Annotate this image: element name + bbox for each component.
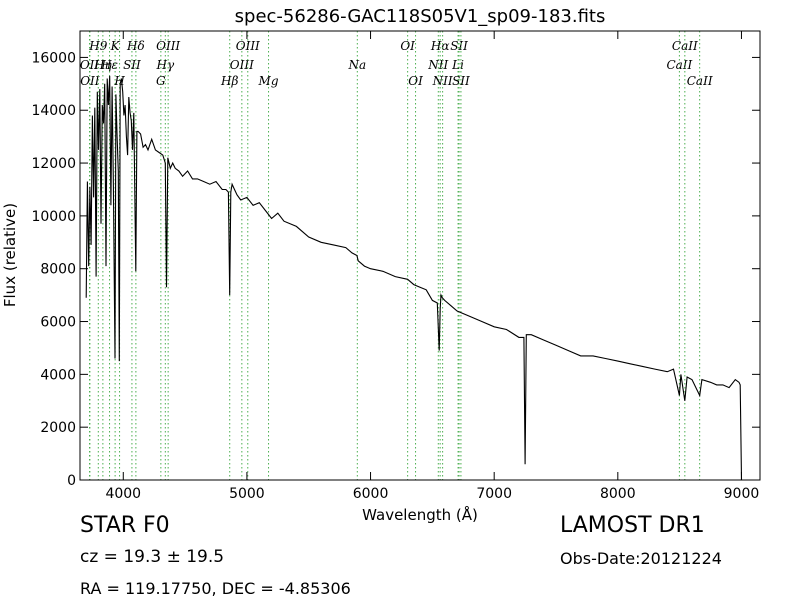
x-axis-ticks: 4000 5000 6000 7000 8000 9000 xyxy=(105,31,759,502)
x-tick-label: 8000 xyxy=(600,486,636,502)
y-tick-label: 0 xyxy=(67,473,76,489)
x-tick-label: 4000 xyxy=(105,486,141,502)
spectral-line-label: Hη xyxy=(93,58,112,72)
ra-dec-coordinates: RA = 119.17750, DEC = -4.85306 xyxy=(80,579,351,598)
x-tick-label: 9000 xyxy=(724,486,760,502)
y-tick-label: 8000 xyxy=(40,262,76,278)
flux-series-line xyxy=(85,75,743,481)
y-tick-label: 2000 xyxy=(40,420,76,436)
spectral-line-label: NII xyxy=(432,74,453,88)
x-tick-label: 7000 xyxy=(476,486,512,502)
chart-title: spec-56286-GAC118S05V1_sp09-183.fits xyxy=(234,6,606,27)
spectral-line-label: SII xyxy=(123,58,141,72)
spectral-line-label: NII xyxy=(427,58,448,72)
y-tick-label: 4000 xyxy=(40,367,76,383)
plot-frame xyxy=(79,30,761,481)
spectral-line-label: OI xyxy=(400,39,415,53)
y-tick-label: 12000 xyxy=(31,156,76,172)
spectral-line-label: OII xyxy=(80,74,100,88)
spectral-line-label: Hα xyxy=(430,39,450,53)
spectral-line-label: Li xyxy=(451,58,464,72)
spectral-line-label: CaII xyxy=(687,74,713,88)
spectral-line-label: OIII xyxy=(156,39,180,53)
spectral-line-label: OI xyxy=(408,74,423,88)
spectral-line-label: OIII xyxy=(230,58,254,72)
spectral-line-label: H9 xyxy=(88,39,107,53)
spectral-line-label: Hδ xyxy=(126,39,145,53)
spectral-line-label: Mg xyxy=(258,74,279,88)
survey-name: LAMOST DR1 xyxy=(560,513,705,538)
spectral-line-label: Hε xyxy=(100,58,118,72)
spectral-line-label: H xyxy=(113,74,125,88)
spectral-line-label: Hβ xyxy=(220,74,238,88)
x-axis-label: Wavelength (Å) xyxy=(362,505,478,524)
spectral-line-label: K xyxy=(110,39,121,53)
redshift-cz: cz = 19.3 ± 19.5 xyxy=(80,547,225,567)
spectral-line-label: CaII xyxy=(672,39,698,53)
spectral-line-label: SII xyxy=(450,39,468,53)
y-axis-label: Flux (relative) xyxy=(1,203,19,307)
spectral-line-label: OIII xyxy=(236,39,260,53)
spectral-line-label: OII xyxy=(80,58,100,72)
spectral-line-label: G xyxy=(156,74,166,88)
spectral-line-label: CaII xyxy=(666,58,692,72)
y-tick-label: 14000 xyxy=(31,103,76,119)
y-tick-label: 16000 xyxy=(31,50,76,66)
object-class: STAR F0 xyxy=(80,513,170,538)
x-tick-label: 6000 xyxy=(353,486,389,502)
spectral-line-label: SII xyxy=(452,74,470,88)
spectral-line-label: Na xyxy=(347,58,366,72)
y-tick-label: 6000 xyxy=(40,315,76,331)
spectral-line-label: Hγ xyxy=(155,58,174,72)
x-tick-label: 5000 xyxy=(229,486,265,502)
observation-date: Obs-Date:20121224 xyxy=(560,549,722,568)
y-tick-label: 10000 xyxy=(31,209,76,225)
y-axis-ticks: 0 2000 4000 6000 8000 10000 12000 14000 16000 xyxy=(31,50,760,489)
